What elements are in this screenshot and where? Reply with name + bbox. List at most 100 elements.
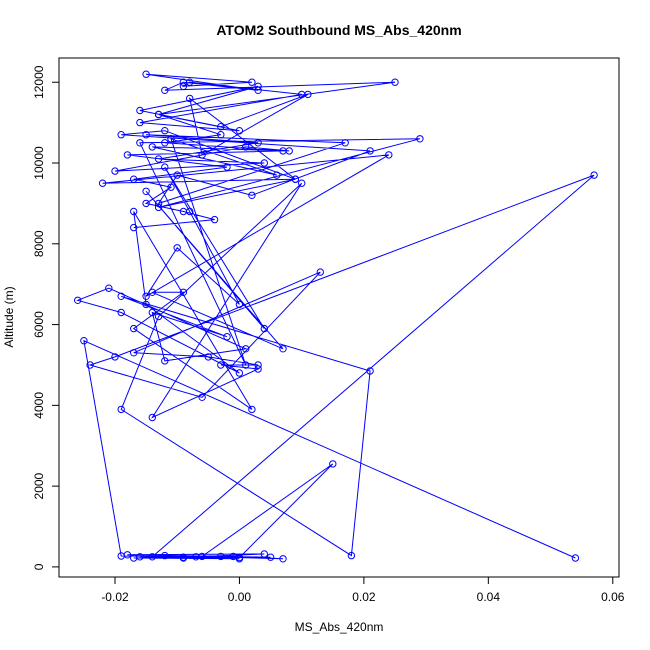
data-point: [217, 131, 225, 139]
data-point: [161, 127, 169, 135]
data-point: [254, 365, 262, 373]
data-point: [279, 555, 287, 563]
data-point: [142, 300, 150, 309]
data-point: [198, 151, 206, 159]
data-point: [254, 361, 262, 369]
data-point: [571, 554, 580, 562]
data-point: [235, 369, 244, 377]
data-point: [154, 155, 163, 163]
data-point: [111, 353, 119, 361]
data-point: [179, 82, 188, 91]
data-point: [130, 175, 138, 183]
y-tick-label: 12000: [32, 65, 46, 99]
data-point: [161, 551, 169, 560]
data-point: [154, 312, 163, 321]
data-point: [279, 345, 287, 353]
data-point: [173, 244, 181, 252]
data-point: [98, 179, 107, 187]
data-point: [235, 300, 244, 309]
y-tick-label: 6000: [32, 311, 46, 338]
y-tick-label: 2000: [32, 472, 46, 499]
data-point: [385, 151, 393, 159]
data-point: [111, 167, 119, 175]
data-point: [217, 361, 225, 369]
data-point: [266, 553, 275, 561]
data-point: [248, 405, 256, 414]
data-point: [142, 187, 150, 196]
data-point: [130, 223, 138, 232]
data-point: [148, 553, 157, 561]
data-point: [235, 553, 244, 562]
data-point: [136, 118, 144, 127]
data-point: [148, 308, 157, 317]
data-point: [136, 106, 144, 115]
series-line: [76, 73, 595, 560]
data-point: [242, 361, 250, 369]
data-point: [86, 361, 94, 369]
data-point: [186, 94, 194, 103]
data-point: [298, 179, 306, 187]
data-point: [74, 296, 82, 304]
data-point: [123, 551, 132, 559]
data-point: [179, 207, 188, 216]
y-tick-label: 8000: [32, 230, 46, 257]
data-point: [248, 191, 256, 200]
data-point: [260, 550, 268, 558]
data-point: [117, 131, 125, 139]
data-point: [117, 308, 125, 317]
x-tick-label: 0.06: [601, 590, 625, 604]
series-layer: [74, 70, 598, 563]
data-point: [142, 131, 150, 139]
data-point: [148, 288, 157, 296]
data-point: [204, 353, 213, 361]
data-point: [161, 163, 169, 171]
data-point: [347, 551, 356, 560]
data-point: [142, 70, 150, 78]
data-point: [223, 333, 231, 341]
y-tick-label: 10000: [32, 146, 46, 180]
data-point: [142, 292, 150, 300]
data-point: [242, 345, 250, 353]
x-tick-label: 0.02: [352, 590, 376, 604]
data-point: [117, 405, 125, 414]
data-point: [279, 147, 287, 155]
data-point: [198, 393, 206, 401]
data-point: [223, 163, 231, 171]
data-point: [117, 292, 125, 300]
x-axis: -0.02 0.00 0.02 0.04 0.06: [101, 576, 625, 604]
data-point: [248, 78, 256, 86]
data-point: [154, 110, 163, 119]
data-point: [254, 139, 262, 147]
data-point: [254, 86, 262, 95]
x-tick-label: 0.00: [228, 590, 252, 604]
data-point: [161, 86, 169, 95]
data-point: [179, 554, 188, 562]
data-point: [198, 552, 206, 561]
data-point: [130, 324, 138, 333]
data-point: [273, 171, 281, 179]
data-point: [186, 78, 194, 86]
data-point: [80, 337, 88, 345]
x-tick-label: -0.02: [101, 590, 129, 604]
data-point: [142, 199, 150, 208]
data-point: [341, 139, 349, 147]
data-point: [179, 288, 188, 296]
data-point: [590, 171, 598, 179]
data-point: [167, 183, 175, 191]
data-point: [136, 553, 144, 561]
data-point: [154, 203, 163, 212]
data-point: [329, 460, 337, 468]
data-point: [161, 357, 169, 365]
data-point: [391, 78, 399, 86]
data-point: [260, 324, 268, 333]
y-tick-label: 0: [32, 563, 46, 570]
data-point: [136, 139, 144, 147]
data-point: [148, 143, 157, 151]
data-point: [123, 151, 132, 159]
data-point: [148, 413, 157, 422]
data-point: [242, 143, 250, 151]
data-point: [291, 175, 300, 183]
data-point: [217, 552, 225, 561]
x-tick-label: 0.04: [477, 590, 501, 604]
